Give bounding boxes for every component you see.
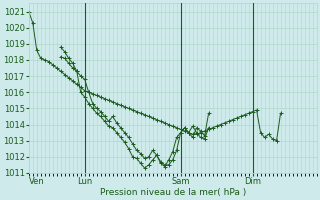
X-axis label: Pression niveau de la mer( hPa ): Pression niveau de la mer( hPa ) [100,188,246,197]
